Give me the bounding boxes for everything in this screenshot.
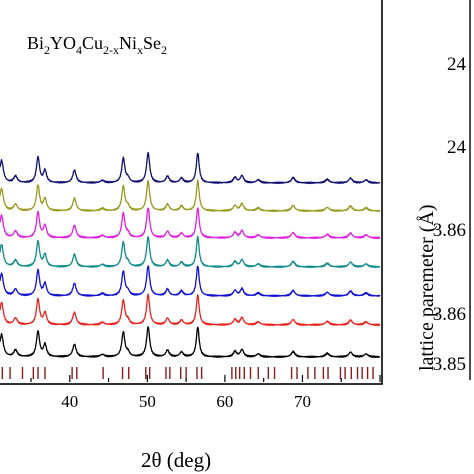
right-y-tick-label: 24	[447, 54, 467, 75]
series-line-3	[0, 265, 381, 298]
x-axis-label: 2θ (deg)	[141, 448, 211, 472]
x-tick-label: 40	[61, 392, 78, 411]
reference-ticks	[1, 367, 374, 379]
x-axis: 40 50 60 70	[30, 375, 381, 411]
y-axis-label: lattice paremeter (Å)	[416, 204, 438, 371]
x-tick-label: 60	[216, 392, 233, 411]
right-y-ticks: 24 24 3.86 3.86 3.85	[433, 54, 467, 375]
formula-title: Bi2YO4Cu2-xNixSe2	[27, 33, 167, 57]
series-line-6	[0, 179, 381, 213]
right-y-tick-label: 3.85	[433, 354, 466, 375]
series-line-5	[0, 207, 381, 240]
series-line-1	[0, 326, 381, 359]
series-line-7	[0, 151, 381, 185]
x-tick-label: 70	[294, 392, 311, 411]
lattice-parameter-panel: lattice paremeter (Å) 24 24 3.86 3.86 3.85	[416, 0, 471, 380]
xrd-pattern-panel: Bi2YO4Cu2-xNixSe2 40 50 60 70 2θ (deg)	[0, 0, 383, 472]
series-line-2	[0, 293, 381, 327]
right-y-tick-label: 24	[447, 137, 467, 158]
right-y-tick-label: 3.86	[433, 304, 466, 325]
plot-frame	[0, 0, 383, 385]
x-tick-label: 50	[139, 392, 156, 411]
series-line-4	[0, 235, 381, 269]
right-y-tick-label: 3.86	[433, 220, 466, 241]
series-group	[0, 151, 381, 359]
